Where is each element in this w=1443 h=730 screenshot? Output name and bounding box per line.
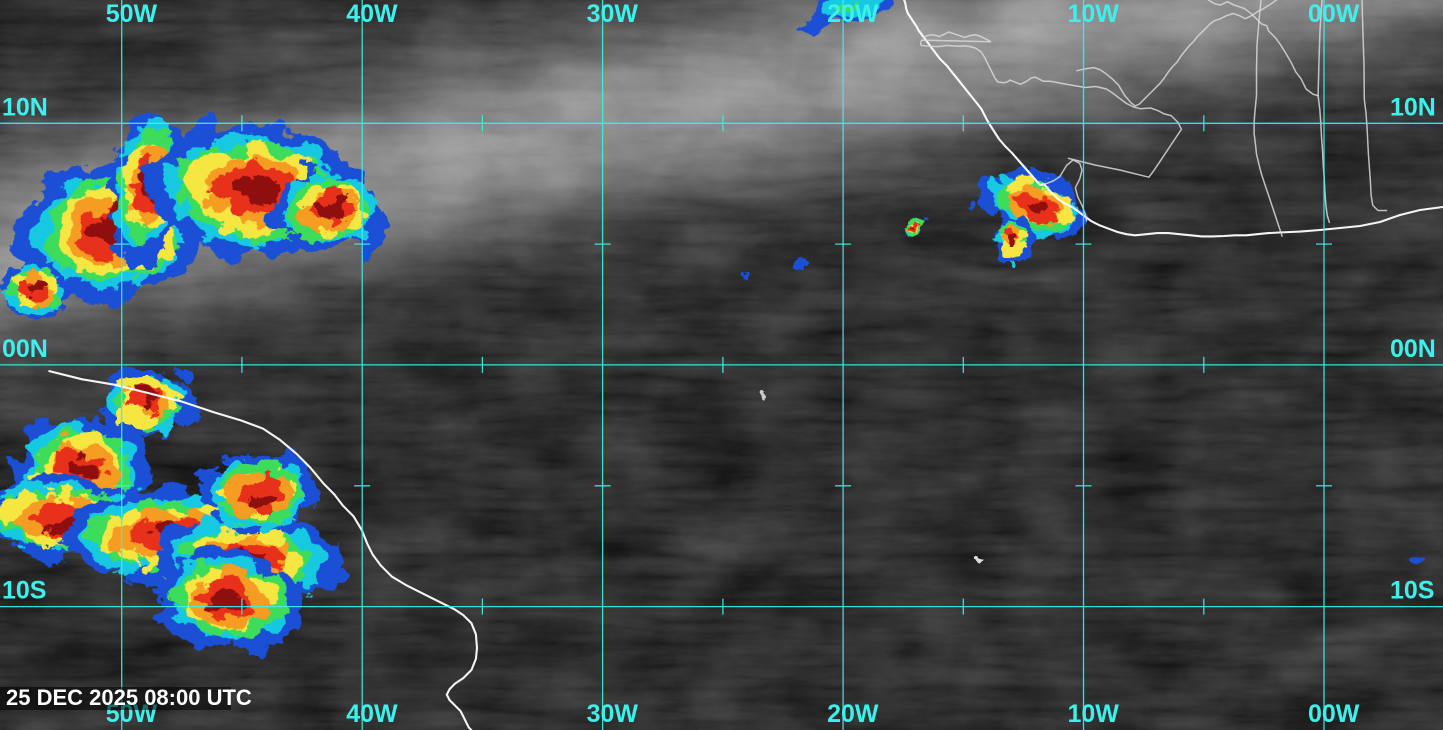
svg-text:25 DEC 2025 08:00 UTC: 25 DEC 2025 08:00 UTC	[6, 685, 252, 710]
